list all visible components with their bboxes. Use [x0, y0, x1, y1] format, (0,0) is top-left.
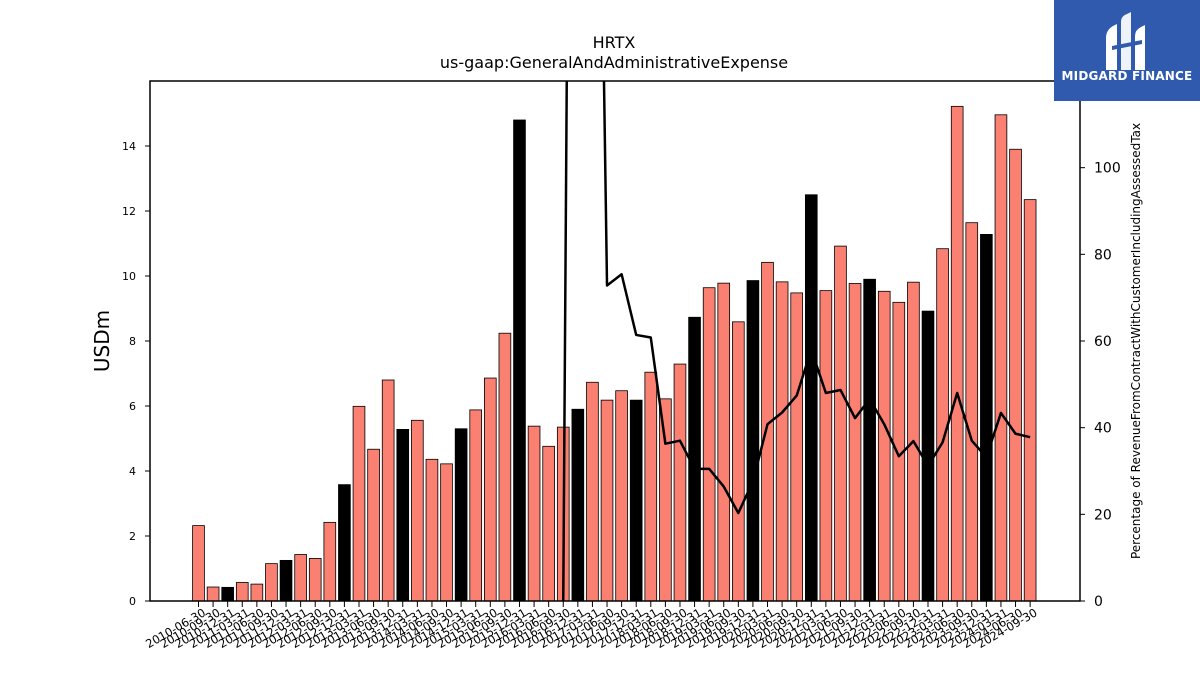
y-tick-label: 4: [129, 465, 136, 478]
bar-2024-09-30: [1023, 199, 1037, 602]
y-tick-label: 12: [122, 205, 136, 218]
y2-axis-label: Percentage of RevenueFromContractWithCus…: [1129, 123, 1143, 559]
bar-2011-03-31: [235, 582, 249, 602]
bar-2019-09-30: [732, 321, 745, 602]
bar-2019-06-30: [717, 282, 731, 602]
y2-tick-label: 100: [1094, 161, 1121, 177]
bar-2015-09-30: [498, 332, 512, 602]
y-axis-label: USDm: [90, 310, 114, 372]
bar-2023-09-30: [965, 222, 979, 602]
bar-2012-06-30: [308, 558, 322, 602]
brand-name: MIDGARD FINANCE: [1061, 69, 1193, 83]
bar-2022-03-31: [877, 290, 891, 602]
y2-tick-label: 40: [1094, 421, 1112, 437]
line-series: [562, 81, 1031, 601]
y2-tick-label: 80: [1094, 247, 1112, 263]
bar-2017-06-30: [600, 399, 614, 602]
bar-2018-06-30: [659, 398, 672, 602]
bar-2021-12-31: [863, 278, 876, 602]
y-tick-label: 2: [129, 530, 136, 543]
bar-2012-03-31: [294, 554, 307, 602]
y2-tick-label: 20: [1094, 507, 1112, 523]
bar-2015-12-31: [513, 119, 526, 602]
bar-2018-09-30: [673, 363, 687, 602]
bar-2013-09-30: [381, 379, 395, 602]
bar-2014-09-30: [440, 463, 453, 602]
percentage-line: [562, 81, 1031, 601]
bar-2010-12-31: [221, 586, 234, 602]
bar-2021-09-30: [848, 283, 862, 602]
bar-2020-12-31: [804, 194, 818, 602]
bar-2019-03-31: [702, 287, 716, 602]
y-tick-label: 10: [122, 270, 136, 283]
bar-2013-06-30: [367, 448, 380, 602]
bar-2015-06-30: [483, 377, 497, 602]
y-tick-label: 0: [129, 595, 136, 608]
bar-2010-09-30: [206, 586, 220, 602]
bar-2024-06-30: [1009, 148, 1022, 602]
bar-2017-09-30: [615, 390, 628, 602]
bar-2013-12-31: [396, 428, 410, 602]
chart-title: HRTX: [593, 33, 636, 52]
y-tick-label: 14: [122, 140, 136, 153]
logo-mark-icon: [1106, 12, 1145, 70]
bar-2020-06-30: [775, 281, 789, 602]
bar-2015-03-31: [469, 409, 483, 602]
axes: [145, 80, 1085, 607]
bar-2020-03-31: [761, 261, 774, 602]
brand-logo: MIDGARD FINANCE: [1054, 0, 1200, 101]
bar-2010-06-30: [192, 525, 205, 602]
bar-2014-12-31: [454, 428, 468, 602]
bar-2018-03-31: [644, 371, 658, 602]
bar-2014-06-30: [425, 458, 439, 602]
y2-tick-label: 0: [1094, 594, 1103, 610]
bar-2011-12-31: [279, 559, 293, 602]
bar-2020-09-30: [790, 292, 803, 602]
bar-2017-03-31: [586, 381, 599, 602]
y-tick-label: 8: [129, 335, 136, 348]
bar-2023-06-30: [950, 105, 964, 602]
bar-2014-03-31: [411, 419, 424, 602]
bar-2024-03-31: [994, 114, 1008, 602]
y2-tick-label: 60: [1094, 334, 1112, 350]
bar-2022-12-31: [921, 310, 935, 602]
bar-2019-12-31: [746, 280, 760, 602]
bar-2017-12-31: [629, 399, 643, 602]
bar-2013-03-31: [352, 405, 366, 602]
chart-subtitle: us-gaap:GeneralAndAdministrativeExpense: [440, 53, 788, 72]
y-tick-label: 6: [129, 400, 136, 413]
bar-2021-06-30: [834, 245, 847, 602]
bar-2012-12-31: [338, 484, 351, 602]
bar-2023-12-31: [980, 233, 993, 602]
bar-2016-03-31: [527, 425, 541, 602]
bar-2011-06-30: [250, 583, 264, 602]
bar-2016-12-31: [571, 408, 585, 602]
bar-2016-06-30: [542, 445, 555, 602]
bar-2012-09-30: [323, 521, 337, 602]
bar-2021-03-31: [819, 290, 833, 602]
tick-labels: 024681012140204060801002010-06-302010-09…: [122, 140, 1121, 651]
bar-series: [192, 105, 1037, 602]
bar-2011-09-30: [265, 563, 278, 602]
